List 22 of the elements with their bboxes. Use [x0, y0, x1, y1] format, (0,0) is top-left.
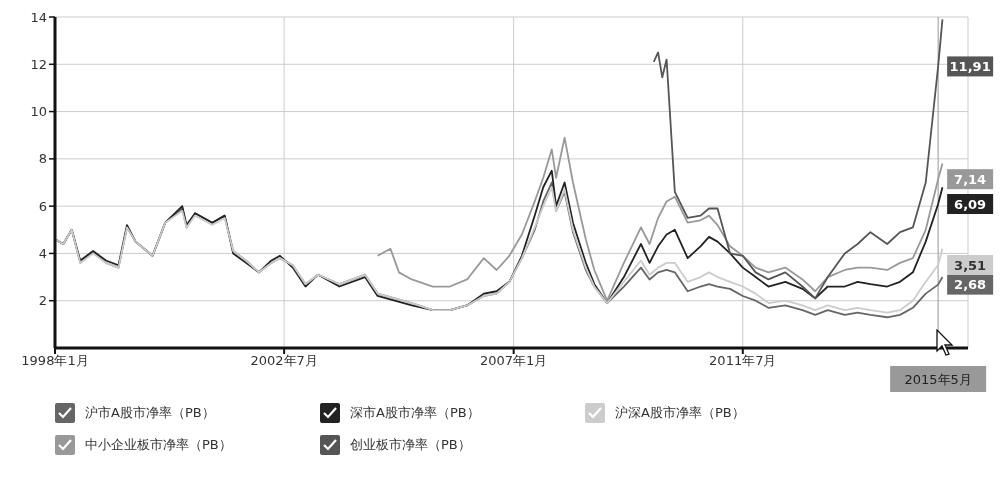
y-tick-label: 6 [38, 198, 47, 214]
legend-label: 深市A股市净率（PB） [350, 404, 480, 422]
y-tick-label: 10 [30, 104, 47, 120]
legend-label: 中小企业板市净率（PB） [85, 436, 232, 454]
x-tick-label: 1998年1月 [21, 353, 89, 369]
x-tick-label: 2002年7月 [250, 353, 318, 369]
x-tick-label: 2007年1月 [479, 353, 548, 369]
y-tick-label: 4 [38, 246, 47, 262]
y-tick-label: 14 [30, 9, 47, 25]
data-label: 2,68 [954, 277, 987, 293]
y-tick-label: 8 [38, 151, 47, 167]
legend-label: 沪市A股市净率（PB） [85, 404, 215, 422]
data-label: 7,14 [954, 171, 987, 187]
data-label: 11,91 [949, 58, 991, 74]
legend-label: 沪深A股市净率（PB） [615, 404, 745, 422]
y-tick-label: 2 [38, 293, 47, 309]
data-label: 3,51 [954, 257, 987, 273]
legend-label: 创业板市净率（PB） [350, 436, 471, 454]
x-tick-label: 2011年7月 [709, 353, 777, 369]
data-label: 6,09 [954, 196, 987, 212]
ref-line-label: 2015年5月 [904, 372, 972, 387]
y-tick-label: 12 [30, 56, 47, 72]
